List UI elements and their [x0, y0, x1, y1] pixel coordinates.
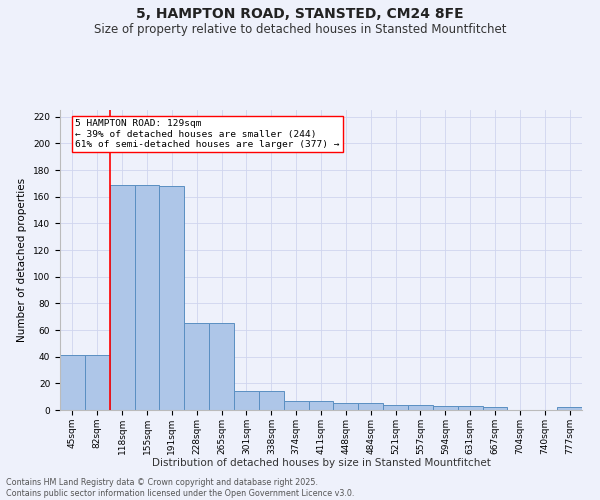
- Text: 5, HAMPTON ROAD, STANSTED, CM24 8FE: 5, HAMPTON ROAD, STANSTED, CM24 8FE: [136, 8, 464, 22]
- Bar: [110, 184, 134, 410]
- Bar: [408, 404, 433, 410]
- Bar: [134, 184, 160, 410]
- Text: Size of property relative to detached houses in Stansted Mountfitchet: Size of property relative to detached ho…: [94, 22, 506, 36]
- Bar: [482, 408, 508, 410]
- Text: Distribution of detached houses by size in Stansted Mountfitchet: Distribution of detached houses by size …: [152, 458, 490, 468]
- Bar: [85, 356, 110, 410]
- Bar: [60, 356, 85, 410]
- Text: Contains HM Land Registry data © Crown copyright and database right 2025.
Contai: Contains HM Land Registry data © Crown c…: [6, 478, 355, 498]
- Bar: [358, 404, 383, 410]
- Text: 5 HAMPTON ROAD: 129sqm
← 39% of detached houses are smaller (244)
61% of semi-de: 5 HAMPTON ROAD: 129sqm ← 39% of detached…: [75, 120, 340, 149]
- Bar: [284, 400, 308, 410]
- Bar: [334, 404, 358, 410]
- Y-axis label: Number of detached properties: Number of detached properties: [17, 178, 28, 342]
- Bar: [184, 324, 209, 410]
- Bar: [308, 400, 334, 410]
- Bar: [234, 392, 259, 410]
- Bar: [160, 186, 184, 410]
- Bar: [209, 324, 234, 410]
- Bar: [433, 406, 458, 410]
- Bar: [383, 404, 408, 410]
- Bar: [557, 408, 582, 410]
- Bar: [259, 392, 284, 410]
- Bar: [458, 406, 482, 410]
